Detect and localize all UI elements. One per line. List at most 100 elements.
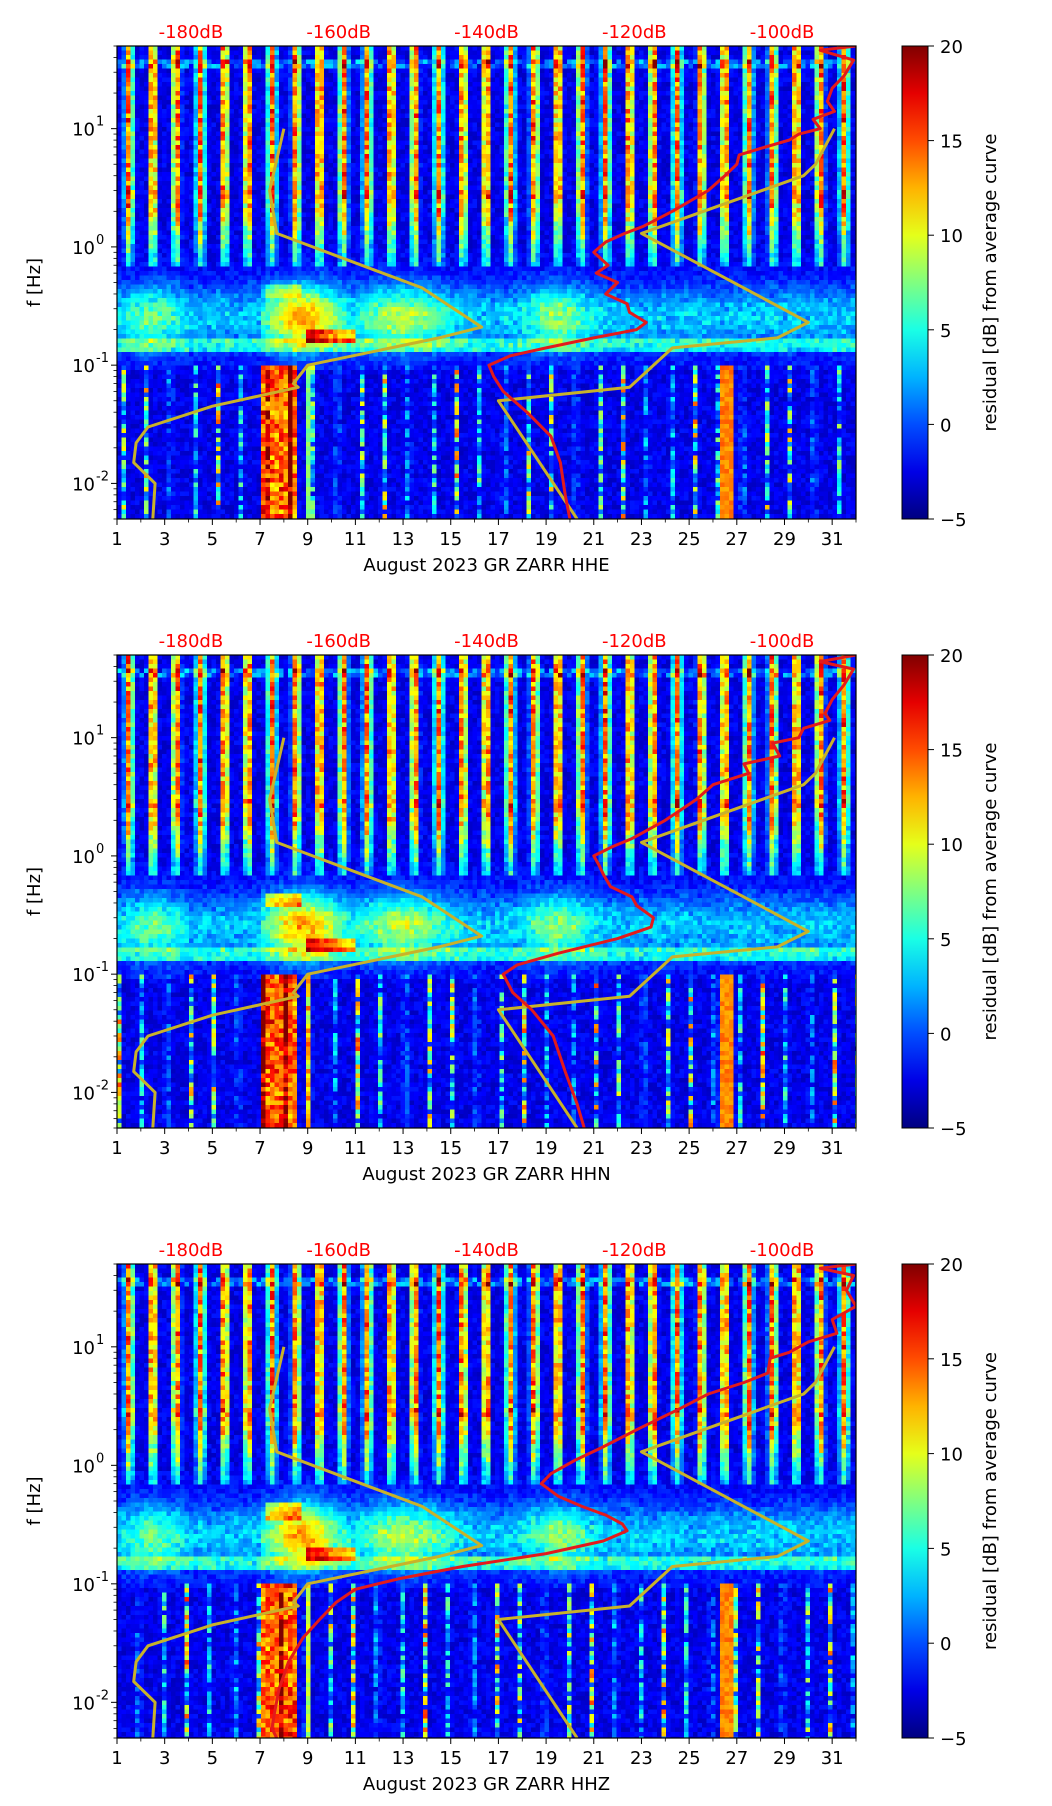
y-tick-exponent: 0 bbox=[96, 1451, 104, 1466]
y-axis-label: f [Hz] bbox=[24, 1476, 45, 1525]
db-scale-label: -100dB bbox=[750, 631, 815, 652]
average-psd-curve bbox=[487, 46, 856, 519]
x-tick-label: 3 bbox=[159, 1138, 170, 1159]
y-tick-exponent: 1 bbox=[96, 115, 104, 130]
colorbar-label: residual [dB] from average curve bbox=[980, 742, 1001, 1040]
y-tick-exponent: 1 bbox=[96, 724, 104, 739]
x-tick-label: 27 bbox=[725, 529, 748, 550]
x-tick-label: 1 bbox=[111, 1138, 122, 1159]
x-tick-label: 1 bbox=[111, 1748, 122, 1769]
x-tick-label: 13 bbox=[392, 1138, 415, 1159]
x-tick-label: 1 bbox=[111, 529, 122, 550]
colorbar-tick-label: −5 bbox=[940, 1119, 967, 1140]
x-tick-label: 11 bbox=[344, 1748, 367, 1769]
colorbar-tick-label: 20 bbox=[940, 646, 963, 667]
db-scale-label: -100dB bbox=[750, 22, 815, 43]
x-tick-label: 9 bbox=[302, 1138, 313, 1159]
x-axis-label: August 2023 GR ZARR HHN bbox=[362, 1164, 610, 1185]
y-tick-exponent: -2 bbox=[96, 469, 109, 484]
colorbar-tick-label: 15 bbox=[940, 132, 963, 153]
high-noise-model-curve bbox=[496, 736, 836, 1128]
x-tick-label: 21 bbox=[582, 1748, 605, 1769]
x-tick-label: 31 bbox=[821, 1138, 844, 1159]
x-tick-label: 9 bbox=[302, 1748, 313, 1769]
y-tick-label: 10 bbox=[72, 1083, 95, 1104]
colorbar-tick-label: −5 bbox=[940, 1729, 967, 1750]
colorbar-tick-label: 15 bbox=[940, 741, 963, 762]
x-tick-label: 7 bbox=[254, 1748, 265, 1769]
colorbar-label: residual [dB] from average curve bbox=[980, 133, 1001, 431]
db-scale-label: -160dB bbox=[306, 22, 371, 43]
y-tick-label: 10 bbox=[72, 965, 95, 986]
db-scale-label: -180dB bbox=[159, 1240, 224, 1261]
colorbar-tick-label: 10 bbox=[940, 1445, 963, 1466]
colorbar-tick-label: 0 bbox=[940, 415, 951, 436]
colorbar-label: residual [dB] from average curve bbox=[980, 1352, 1001, 1650]
colorbar-tick-label: 5 bbox=[940, 1539, 951, 1560]
colorbar-tick-label: 20 bbox=[940, 37, 963, 58]
spectrogram-heatmap bbox=[117, 655, 856, 1128]
x-tick-label: 21 bbox=[582, 1138, 605, 1159]
colorbar-tick-label: 5 bbox=[940, 930, 951, 951]
x-tick-label: 11 bbox=[344, 1138, 367, 1159]
x-tick-label: 13 bbox=[392, 529, 415, 550]
db-scale-label: -160dB bbox=[306, 1240, 371, 1261]
x-tick-label: 19 bbox=[535, 1138, 558, 1159]
x-tick-label: 19 bbox=[535, 1748, 558, 1769]
low-noise-model-curve bbox=[132, 128, 484, 519]
db-scale-label: -180dB bbox=[159, 631, 224, 652]
y-axis-label: f [Hz] bbox=[24, 258, 45, 307]
colorbar-tick-label: 5 bbox=[940, 321, 951, 342]
high-noise-model-curve bbox=[496, 1346, 836, 1738]
x-axis-label: August 2023 GR ZARR HHZ bbox=[363, 1774, 610, 1795]
colorbar bbox=[901, 45, 929, 520]
x-tick-label: 29 bbox=[773, 1748, 796, 1769]
colorbar-tick-label: 0 bbox=[940, 1024, 951, 1045]
colorbar-tick-label: 15 bbox=[940, 1350, 963, 1371]
y-tick-exponent: -2 bbox=[96, 1078, 109, 1093]
average-psd-curve bbox=[270, 1264, 856, 1738]
x-tick-label: 17 bbox=[487, 1748, 510, 1769]
spectrogram-heatmap bbox=[117, 1264, 856, 1738]
db-scale-label: -120dB bbox=[602, 22, 667, 43]
x-axis-label: August 2023 GR ZARR HHE bbox=[363, 555, 609, 576]
x-tick-label: 25 bbox=[678, 1748, 701, 1769]
db-scale-label: -120dB bbox=[602, 1240, 667, 1261]
x-tick-label: 23 bbox=[630, 529, 653, 550]
x-tick-label: 7 bbox=[254, 1138, 265, 1159]
x-tick-label: 27 bbox=[725, 1138, 748, 1159]
colorbar bbox=[901, 654, 929, 1129]
x-tick-label: 31 bbox=[821, 1748, 844, 1769]
db-scale-label: -100dB bbox=[750, 1240, 815, 1261]
x-tick-label: 17 bbox=[487, 1138, 510, 1159]
x-tick-label: 15 bbox=[439, 1748, 462, 1769]
y-tick-exponent: 1 bbox=[96, 1333, 104, 1348]
low-noise-model-curve bbox=[132, 737, 484, 1128]
x-tick-label: 29 bbox=[773, 1138, 796, 1159]
average-psd-curve bbox=[501, 655, 856, 1128]
y-tick-exponent: -2 bbox=[96, 1688, 109, 1703]
x-tick-label: 5 bbox=[207, 1748, 218, 1769]
colorbar-tick-label: 10 bbox=[940, 835, 963, 856]
db-scale-label: -160dB bbox=[306, 631, 371, 652]
y-tick-exponent: -1 bbox=[96, 960, 109, 975]
y-tick-label: 10 bbox=[72, 1338, 95, 1359]
db-scale-label: -180dB bbox=[159, 22, 224, 43]
y-tick-label: 10 bbox=[72, 847, 95, 868]
x-tick-label: 25 bbox=[678, 1138, 701, 1159]
y-tick-label: 10 bbox=[72, 729, 95, 750]
x-tick-label: 17 bbox=[487, 529, 510, 550]
y-tick-exponent: 0 bbox=[96, 233, 104, 248]
high-noise-model-curve bbox=[496, 127, 836, 519]
colorbar-tick-label: 20 bbox=[940, 1255, 963, 1276]
x-tick-label: 15 bbox=[439, 529, 462, 550]
x-tick-label: 25 bbox=[678, 529, 701, 550]
spectrogram-heatmap bbox=[117, 46, 856, 519]
db-scale-label: -140dB bbox=[454, 631, 519, 652]
y-tick-label: 10 bbox=[72, 120, 95, 141]
x-tick-label: 5 bbox=[207, 529, 218, 550]
x-tick-label: 11 bbox=[344, 529, 367, 550]
